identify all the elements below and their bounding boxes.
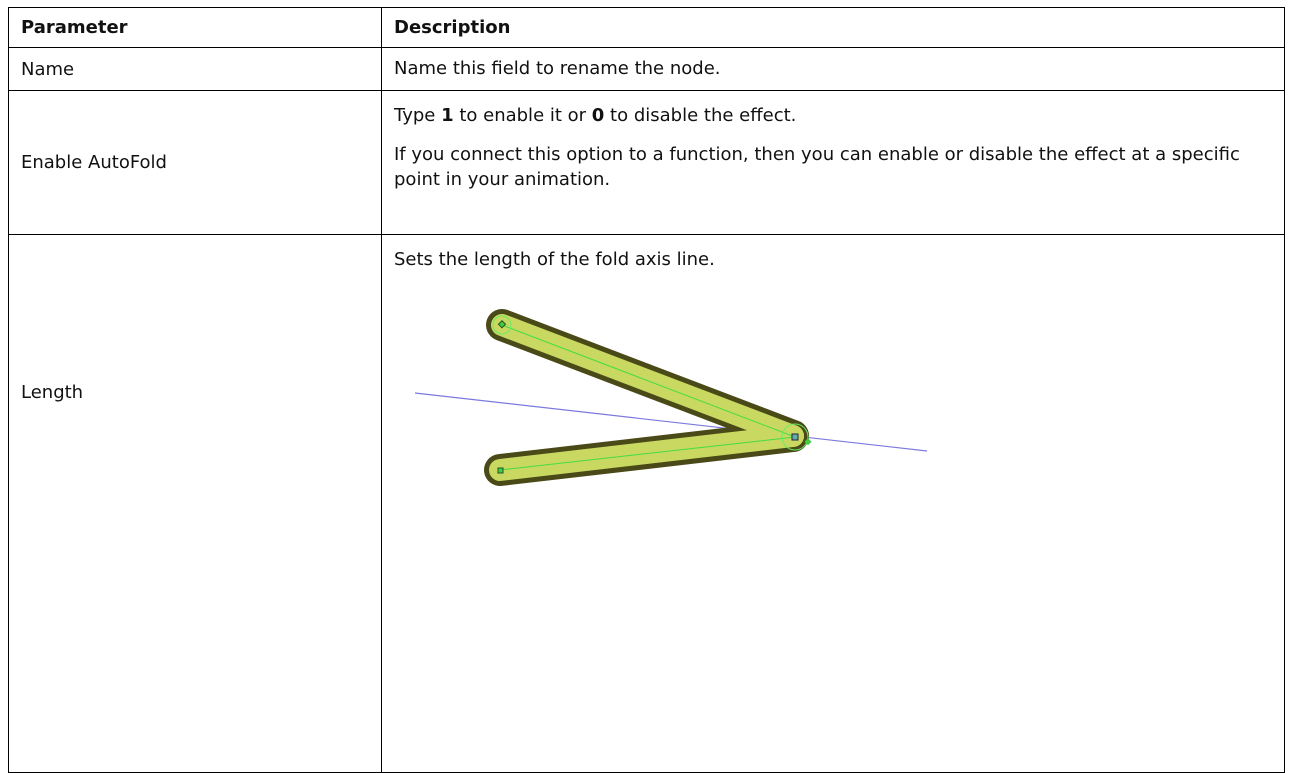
- text: Name this field to rename the node.: [394, 58, 721, 79]
- handle: [804, 438, 812, 446]
- page: {"table": { "header": ["Parameter", "Des…: [8, 7, 1285, 773]
- handle: [497, 467, 504, 474]
- handle: [497, 320, 507, 329]
- header-cell: Description: [381, 7, 1285, 48]
- paragraph: Type 1 to enable it or 0 to disable the …: [394, 103, 1284, 128]
- bold-value: 1: [441, 105, 454, 126]
- table-row: Enable AutoFold Type 1 to enable it or 0…: [8, 90, 1285, 235]
- handle: [791, 433, 799, 441]
- text: If you connect this option to a function…: [394, 144, 1240, 190]
- handle: [492, 315, 512, 335]
- text: Sets the length of the fold axis line.: [394, 249, 715, 270]
- table-row: Name Name this field to rename the node.: [8, 47, 1285, 91]
- paragraph: If you connect this option to a function…: [394, 142, 1284, 192]
- text: to disable the effect.: [604, 105, 797, 126]
- parameter-cell: Name: [8, 47, 382, 91]
- parameter-cell: Length: [8, 234, 382, 773]
- bold-value: 0: [591, 105, 605, 126]
- text: Type: [394, 105, 442, 126]
- description-cell: Name this field to rename the node.: [381, 47, 1285, 91]
- axis-line: [414, 392, 928, 452]
- description-cell: Sets the length of the fold axis line.: [381, 234, 1285, 773]
- header-cell: Parameter: [8, 7, 382, 48]
- description-cell: Type 1 to enable it or 0 to disable the …: [381, 90, 1285, 235]
- fold-shape: [484, 309, 809, 486]
- text: to enable it or: [453, 105, 592, 126]
- paragraph: Name this field to rename the node.: [394, 56, 1284, 81]
- parameter-cell: Enable AutoFold: [8, 90, 382, 235]
- parameter-table: Parameter Description Name Name this fie…: [8, 7, 1285, 773]
- paragraph: Sets the length of the fold axis line.: [394, 247, 1284, 272]
- table-row: Length Sets the length of the fold axis …: [8, 234, 1285, 773]
- handle: [781, 423, 809, 451]
- header-row: Parameter Description: [8, 7, 1285, 48]
- fold-illustration: [414, 309, 928, 486]
